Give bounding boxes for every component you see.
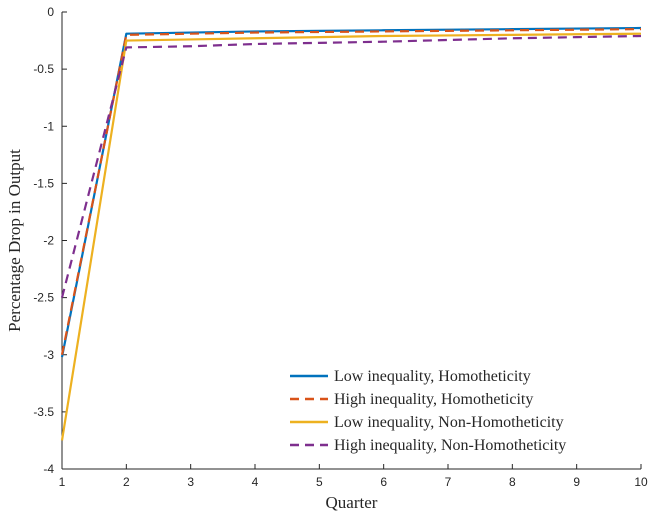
series-line-4 bbox=[60, 34, 642, 298]
legend: Low inequality, Homotheticity High inequa… bbox=[290, 368, 566, 454]
y-axis-label: Percentage Drop in Output bbox=[5, 149, 24, 332]
x-tick-label: 7 bbox=[445, 475, 452, 489]
x-tick-label: 1 bbox=[59, 475, 66, 489]
y-tick-label: -4 bbox=[43, 462, 54, 476]
y-tick-label: -3.5 bbox=[33, 405, 54, 419]
legend-label-3: Low inequality, Non-Homotheticity bbox=[334, 414, 564, 431]
y-tick-label: -1.5 bbox=[33, 176, 54, 190]
y-tick-label: 0 bbox=[47, 5, 54, 19]
series-line-3 bbox=[60, 32, 642, 441]
series-line-1 bbox=[60, 26, 642, 358]
x-axis-label: Quarter bbox=[326, 493, 378, 512]
x-tick-label: 3 bbox=[187, 475, 194, 489]
x-tick-label: 5 bbox=[316, 475, 323, 489]
x-tick-label: 4 bbox=[252, 475, 259, 489]
axes: 1 2 3 4 5 6 7 8 9 10 0 -0.5 -1 -1.5 -2 -2.5 -3 -3.5 -4 bbox=[33, 5, 648, 489]
series-lines bbox=[60, 26, 642, 441]
x-tick-label: 8 bbox=[509, 475, 516, 489]
y-tick-label: -3 bbox=[43, 348, 54, 362]
x-tick-label: 10 bbox=[634, 475, 648, 489]
x-tick-label: 6 bbox=[380, 475, 387, 489]
y-tick-label: -0.5 bbox=[33, 62, 54, 76]
legend-label-4: High inequality, Non-Homotheticity bbox=[334, 437, 566, 454]
y-tick-label: -1 bbox=[43, 119, 54, 133]
x-tick-label: 9 bbox=[573, 475, 580, 489]
legend-label-2: High inequality, Homotheticity bbox=[334, 391, 533, 408]
y-tick-label: -2.5 bbox=[33, 291, 54, 305]
legend-label-1: Low inequality, Homotheticity bbox=[334, 368, 531, 385]
y-tick-label: -2 bbox=[43, 234, 54, 248]
x-tick-label: 2 bbox=[123, 475, 130, 489]
